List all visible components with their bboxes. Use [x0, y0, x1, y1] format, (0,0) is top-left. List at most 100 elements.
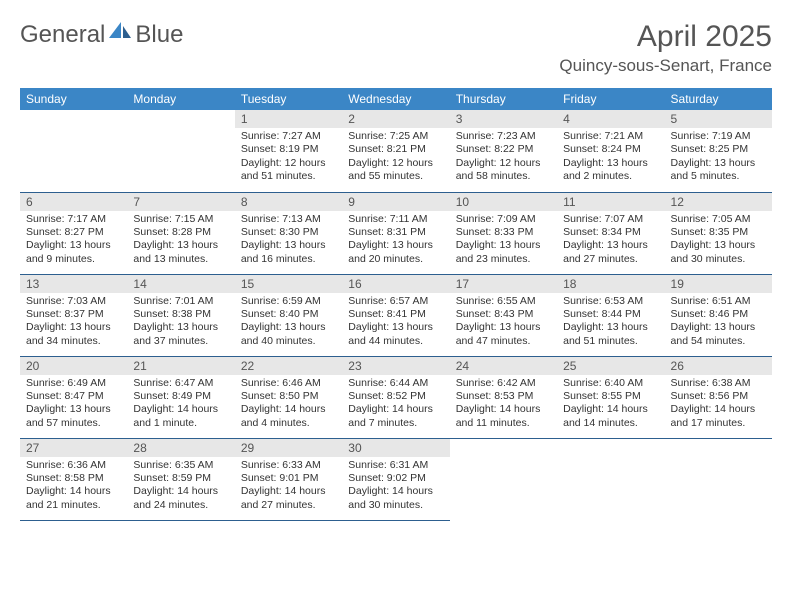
day-details: Sunrise: 6:46 AMSunset: 8:50 PMDaylight:… [235, 375, 342, 435]
calendar-cell: 17Sunrise: 6:55 AMSunset: 8:43 PMDayligh… [450, 274, 557, 356]
calendar-cell [665, 438, 772, 520]
day-number: 20 [20, 357, 127, 375]
day-details: Sunrise: 7:01 AMSunset: 8:38 PMDaylight:… [127, 293, 234, 353]
calendar-cell: 27Sunrise: 6:36 AMSunset: 8:58 PMDayligh… [20, 438, 127, 520]
calendar-cell: 3Sunrise: 7:23 AMSunset: 8:22 PMDaylight… [450, 110, 557, 192]
day-number: 25 [557, 357, 664, 375]
calendar-cell: 16Sunrise: 6:57 AMSunset: 8:41 PMDayligh… [342, 274, 449, 356]
calendar-cell: 2Sunrise: 7:25 AMSunset: 8:21 PMDaylight… [342, 110, 449, 192]
calendar-cell: 11Sunrise: 7:07 AMSunset: 8:34 PMDayligh… [557, 192, 664, 274]
calendar-cell [557, 438, 664, 520]
day-number: 24 [450, 357, 557, 375]
day-number: 21 [127, 357, 234, 375]
header: General Blue April 2025 Quincy-sous-Sena… [20, 20, 772, 76]
day-number: 27 [20, 439, 127, 457]
day-details: Sunrise: 7:27 AMSunset: 8:19 PMDaylight:… [235, 128, 342, 188]
calendar-cell: 25Sunrise: 6:40 AMSunset: 8:55 PMDayligh… [557, 356, 664, 438]
weekday-header: Monday [127, 88, 234, 110]
day-number: 5 [665, 110, 772, 128]
day-details: Sunrise: 7:13 AMSunset: 8:30 PMDaylight:… [235, 211, 342, 271]
calendar-cell: 21Sunrise: 6:47 AMSunset: 8:49 PMDayligh… [127, 356, 234, 438]
day-details: Sunrise: 6:33 AMSunset: 9:01 PMDaylight:… [235, 457, 342, 517]
calendar-cell [450, 438, 557, 520]
day-number: 22 [235, 357, 342, 375]
day-number: 17 [450, 275, 557, 293]
calendar-cell [20, 110, 127, 192]
calendar-cell: 10Sunrise: 7:09 AMSunset: 8:33 PMDayligh… [450, 192, 557, 274]
calendar-cell: 24Sunrise: 6:42 AMSunset: 8:53 PMDayligh… [450, 356, 557, 438]
day-number: 16 [342, 275, 449, 293]
day-number: 7 [127, 193, 234, 211]
day-number: 6 [20, 193, 127, 211]
weekday-header: Sunday [20, 88, 127, 110]
day-details: Sunrise: 7:15 AMSunset: 8:28 PMDaylight:… [127, 211, 234, 271]
day-number: 28 [127, 439, 234, 457]
calendar-cell: 12Sunrise: 7:05 AMSunset: 8:35 PMDayligh… [665, 192, 772, 274]
day-details: Sunrise: 7:21 AMSunset: 8:24 PMDaylight:… [557, 128, 664, 188]
day-details: Sunrise: 6:40 AMSunset: 8:55 PMDaylight:… [557, 375, 664, 435]
day-number: 26 [665, 357, 772, 375]
calendar-cell: 26Sunrise: 6:38 AMSunset: 8:56 PMDayligh… [665, 356, 772, 438]
calendar-cell: 14Sunrise: 7:01 AMSunset: 8:38 PMDayligh… [127, 274, 234, 356]
day-number: 11 [557, 193, 664, 211]
calendar-cell: 20Sunrise: 6:49 AMSunset: 8:47 PMDayligh… [20, 356, 127, 438]
day-details: Sunrise: 7:09 AMSunset: 8:33 PMDaylight:… [450, 211, 557, 271]
day-number: 10 [450, 193, 557, 211]
logo: General Blue [20, 20, 183, 49]
day-number: 12 [665, 193, 772, 211]
day-number: 8 [235, 193, 342, 211]
weekday-header: Friday [557, 88, 664, 110]
calendar-cell: 29Sunrise: 6:33 AMSunset: 9:01 PMDayligh… [235, 438, 342, 520]
calendar-cell: 1Sunrise: 7:27 AMSunset: 8:19 PMDaylight… [235, 110, 342, 192]
page-title: April 2025 [559, 20, 772, 54]
calendar-cell: 22Sunrise: 6:46 AMSunset: 8:50 PMDayligh… [235, 356, 342, 438]
calendar-cell: 9Sunrise: 7:11 AMSunset: 8:31 PMDaylight… [342, 192, 449, 274]
weekday-header: Wednesday [342, 88, 449, 110]
logo-word1: General [20, 21, 105, 49]
calendar-cell: 5Sunrise: 7:19 AMSunset: 8:25 PMDaylight… [665, 110, 772, 192]
day-number: 29 [235, 439, 342, 457]
day-details: Sunrise: 6:53 AMSunset: 8:44 PMDaylight:… [557, 293, 664, 353]
day-details: Sunrise: 6:42 AMSunset: 8:53 PMDaylight:… [450, 375, 557, 435]
calendar-body: 1Sunrise: 7:27 AMSunset: 8:19 PMDaylight… [20, 110, 772, 520]
day-details: Sunrise: 6:55 AMSunset: 8:43 PMDaylight:… [450, 293, 557, 353]
day-details: Sunrise: 7:07 AMSunset: 8:34 PMDaylight:… [557, 211, 664, 271]
logo-sail-icon [105, 20, 135, 49]
calendar-cell: 13Sunrise: 7:03 AMSunset: 8:37 PMDayligh… [20, 274, 127, 356]
day-number: 23 [342, 357, 449, 375]
calendar-cell: 18Sunrise: 6:53 AMSunset: 8:44 PMDayligh… [557, 274, 664, 356]
logo-word2: Blue [135, 21, 183, 49]
calendar-head: SundayMondayTuesdayWednesdayThursdayFrid… [20, 88, 772, 110]
calendar-cell: 15Sunrise: 6:59 AMSunset: 8:40 PMDayligh… [235, 274, 342, 356]
day-details: Sunrise: 7:23 AMSunset: 8:22 PMDaylight:… [450, 128, 557, 188]
day-number: 9 [342, 193, 449, 211]
weekday-header: Saturday [665, 88, 772, 110]
calendar-cell [127, 110, 234, 192]
calendar-cell: 23Sunrise: 6:44 AMSunset: 8:52 PMDayligh… [342, 356, 449, 438]
day-details: Sunrise: 6:47 AMSunset: 8:49 PMDaylight:… [127, 375, 234, 435]
day-number: 15 [235, 275, 342, 293]
day-details: Sunrise: 6:44 AMSunset: 8:52 PMDaylight:… [342, 375, 449, 435]
day-details: Sunrise: 7:05 AMSunset: 8:35 PMDaylight:… [665, 211, 772, 271]
day-number: 14 [127, 275, 234, 293]
day-details: Sunrise: 7:11 AMSunset: 8:31 PMDaylight:… [342, 211, 449, 271]
day-details: Sunrise: 7:17 AMSunset: 8:27 PMDaylight:… [20, 211, 127, 271]
title-block: April 2025 Quincy-sous-Senart, France [559, 20, 772, 76]
day-details: Sunrise: 6:35 AMSunset: 8:59 PMDaylight:… [127, 457, 234, 517]
calendar-cell: 19Sunrise: 6:51 AMSunset: 8:46 PMDayligh… [665, 274, 772, 356]
calendar-table: SundayMondayTuesdayWednesdayThursdayFrid… [20, 88, 772, 521]
day-number: 30 [342, 439, 449, 457]
day-details: Sunrise: 6:51 AMSunset: 8:46 PMDaylight:… [665, 293, 772, 353]
day-number: 18 [557, 275, 664, 293]
weekday-header: Thursday [450, 88, 557, 110]
day-details: Sunrise: 6:49 AMSunset: 8:47 PMDaylight:… [20, 375, 127, 435]
day-number: 13 [20, 275, 127, 293]
day-number: 1 [235, 110, 342, 128]
calendar-cell: 7Sunrise: 7:15 AMSunset: 8:28 PMDaylight… [127, 192, 234, 274]
day-number: 2 [342, 110, 449, 128]
weekday-header: Tuesday [235, 88, 342, 110]
day-details: Sunrise: 6:31 AMSunset: 9:02 PMDaylight:… [342, 457, 449, 517]
day-number: 4 [557, 110, 664, 128]
day-number: 19 [665, 275, 772, 293]
day-number: 3 [450, 110, 557, 128]
